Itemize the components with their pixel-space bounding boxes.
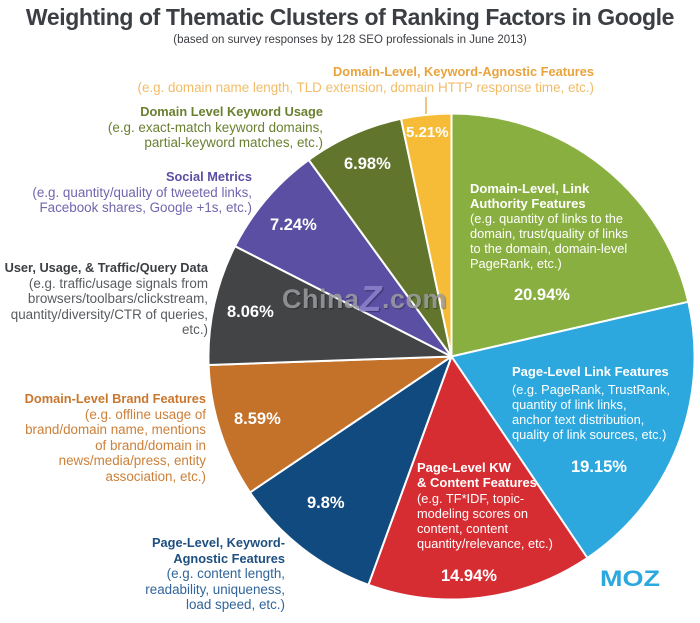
svg-text:MOZ: MOZ xyxy=(600,566,660,591)
